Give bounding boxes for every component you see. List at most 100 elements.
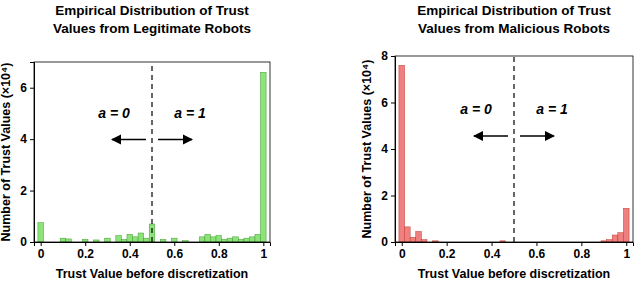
- x-tick-label: 0: [38, 247, 45, 261]
- annotation: a = 1: [174, 105, 206, 121]
- x-tick: 0: [399, 242, 406, 261]
- y-tick-mark: [391, 56, 395, 57]
- histogram-bar: [127, 234, 133, 242]
- x-tick-label: 0.2: [439, 247, 456, 261]
- histogram-bar: [144, 238, 150, 242]
- histogram-bar: [244, 238, 250, 242]
- x-tick-label: 0.8: [574, 247, 591, 261]
- x-tick: 0.8: [211, 242, 228, 261]
- y-tick: 6: [20, 81, 34, 95]
- y-tick-mark: [30, 139, 34, 140]
- y-tick-label: 2: [20, 184, 27, 198]
- histogram-bar: [210, 237, 216, 242]
- x-tick: 0.2: [77, 242, 94, 261]
- histogram-bar: [171, 238, 177, 242]
- y-tick: 0: [20, 235, 34, 249]
- y-tick-label: 8: [381, 49, 388, 63]
- histogram-bar: [60, 238, 66, 242]
- x-tick-label: 1: [623, 247, 630, 261]
- chart-title: Empirical Distribution of TrustValues fr…: [417, 3, 611, 36]
- x-tick-mark: [492, 242, 493, 246]
- y-tick-label: 4: [381, 142, 388, 156]
- y-tick-label: 6: [381, 96, 388, 110]
- x-tick-mark: [130, 242, 131, 246]
- annotation-arrow: [520, 135, 554, 137]
- annotation: a = 0: [460, 101, 492, 117]
- chart-title: Empirical Distribution of TrustValues fr…: [53, 3, 251, 36]
- y-tick: 4: [381, 142, 395, 156]
- histogram-bar: [116, 236, 122, 242]
- y-tick: 4: [20, 132, 34, 146]
- y-tick: 0: [381, 235, 395, 249]
- y-tick-mark: [30, 88, 34, 89]
- y-tick-label: 0: [381, 235, 388, 249]
- x-tick: 1: [260, 242, 267, 261]
- histogram-bar: [399, 65, 405, 242]
- y-tick-label: 2: [381, 189, 388, 203]
- x-tick: 0.8: [574, 242, 591, 261]
- histogram-bar: [105, 238, 111, 242]
- annotation: a = 1: [536, 101, 568, 117]
- bars: [399, 65, 629, 242]
- y-axis: 0 2 4 6 8: [381, 49, 395, 249]
- histogram-bar: [66, 239, 72, 242]
- x-tick-label: 0.4: [122, 247, 139, 261]
- x-tick-mark: [447, 242, 448, 246]
- x-tick-mark: [219, 242, 220, 246]
- x-tick: 0.6: [529, 242, 546, 261]
- x-axis-title: Trust Value before discretization: [56, 267, 248, 281]
- y-tick: 8: [381, 49, 395, 63]
- y-tick-mark: [391, 103, 395, 104]
- histogram-bar: [133, 237, 139, 242]
- x-tick-mark: [581, 242, 582, 246]
- x-tick-label: 0.2: [77, 247, 94, 261]
- x-tick: 0.4: [122, 242, 139, 261]
- y-tick-label: 6: [20, 81, 27, 95]
- x-tick: 0: [38, 242, 45, 261]
- x-axis-title: Trust Value before discretization: [418, 267, 610, 281]
- x-tick-label: 0.8: [211, 247, 228, 261]
- y-tick: 2: [20, 184, 34, 198]
- y-tick-mark: [391, 242, 395, 243]
- x-tick-label: 0.6: [529, 247, 546, 261]
- x-tick-label: 0: [399, 247, 406, 261]
- y-axis: 0 2 4 6: [20, 63, 34, 250]
- annotation: a = 0: [98, 105, 130, 121]
- y-tick-mark: [391, 149, 395, 150]
- y-tick: 6: [381, 96, 395, 110]
- x-tick-mark: [263, 242, 264, 246]
- threshold-line: [513, 56, 514, 242]
- histogram-bar: [405, 227, 411, 242]
- annotation-arrow: [158, 139, 192, 141]
- x-tick-mark: [626, 242, 627, 246]
- y-axis-line: [391, 57, 396, 243]
- x-tick-mark: [402, 242, 403, 246]
- plot-frame: [34, 62, 270, 242]
- histogram-bar: [255, 234, 261, 242]
- annotation-arrow: [112, 139, 146, 141]
- x-tick-mark: [174, 242, 175, 246]
- histogram-bar: [618, 233, 624, 242]
- x-tick: 0.4: [484, 242, 501, 261]
- x-tick: 1: [623, 242, 630, 261]
- y-axis-title: Number of Trust Values (×10⁴): [360, 60, 374, 239]
- histogram-bar: [199, 237, 205, 242]
- x-tick-label: 1: [260, 247, 267, 261]
- x-axis: 0 0.2 0.4 0.6 0.8 1: [35, 242, 271, 261]
- figure: 0 0.2 0.4 0.6 0.8 1 0 2 4 6 Empirical Distribution…: [0, 0, 640, 287]
- x-axis-line: [35, 243, 271, 247]
- y-tick: 2: [381, 189, 395, 203]
- histogram-bar: [227, 238, 233, 242]
- y-tick-mark: [391, 196, 395, 197]
- histogram-bar: [410, 237, 416, 242]
- x-tick-mark: [536, 242, 537, 246]
- x-tick: 0.6: [166, 242, 183, 261]
- y-tick-mark: [30, 242, 34, 243]
- y-tick-label: 4: [20, 132, 27, 146]
- histogram-bar: [261, 72, 267, 242]
- panel: 0 0.2 0.4 0.6 0.8 1 0 2 4 6 8 Empirical Distributio…: [360, 3, 634, 281]
- annotation-arrow: [474, 135, 508, 137]
- histogram-bar: [205, 234, 211, 242]
- x-axis: 0 0.2 0.4 0.6 0.8 1: [396, 242, 634, 261]
- panel: 0 0.2 0.4 0.6 0.8 1 0 2 4 6 Empirical Distribution…: [0, 3, 271, 281]
